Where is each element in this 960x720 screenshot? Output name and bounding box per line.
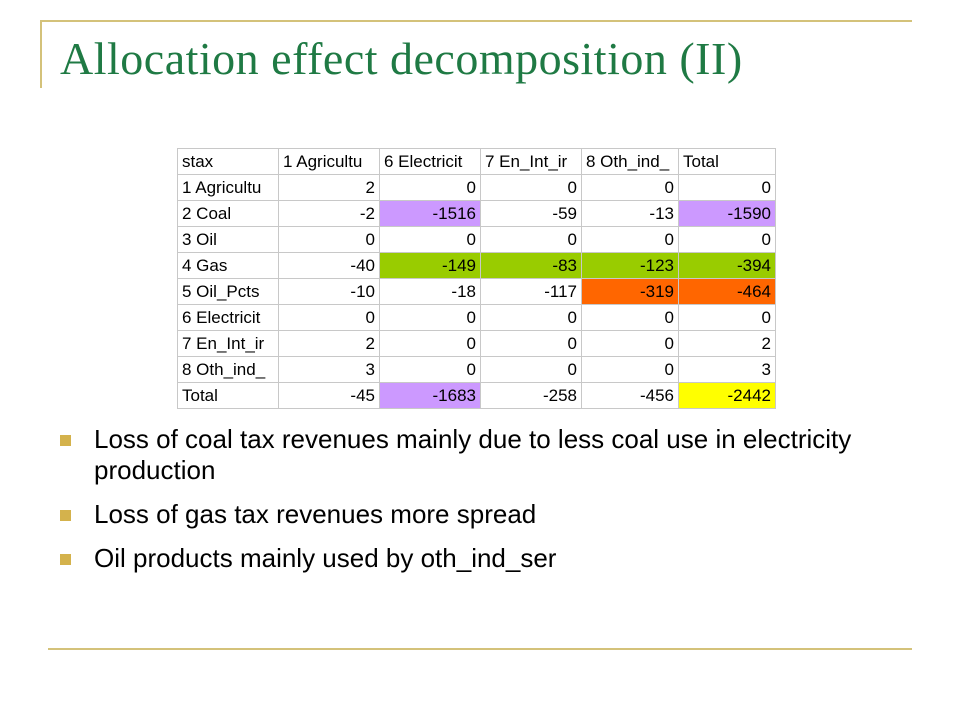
table-cell: -456 [581, 382, 679, 409]
table-cell: 0 [581, 330, 679, 357]
table-cell: 0 [480, 174, 582, 201]
bullet-text: Loss of gas tax revenues more spread [94, 499, 537, 529]
table-cell: 0 [379, 356, 481, 383]
table-row: 4 Gas -40 -149 -83 -123 -394 [177, 252, 776, 279]
table-cell: 0 [379, 330, 481, 357]
table-cell: 2 [678, 330, 776, 357]
bottom-rule [48, 648, 912, 650]
table-cell: 0 [480, 356, 582, 383]
row-label: 2 Coal [177, 200, 279, 227]
table-cell: -10 [278, 278, 380, 305]
bullet-item: Oil products mainly used by oth_ind_ser [60, 543, 880, 574]
table-cell-highlight: -83 [480, 252, 582, 279]
table-cell: 2 [278, 330, 380, 357]
table-cell: 0 [379, 304, 481, 331]
table-row: 2 Coal -2 -1516 -59 -13 -1590 [177, 200, 776, 227]
row-label: 6 Electricit [177, 304, 279, 331]
table-cell: -45 [278, 382, 380, 409]
left-rule [40, 20, 42, 88]
bullet-item: Loss of gas tax revenues more spread [60, 499, 880, 530]
header-cell: Total [678, 148, 776, 175]
row-label: 8 Oth_ind_ [177, 356, 279, 383]
table-cell: 0 [480, 226, 582, 253]
table-cell-highlight: -464 [678, 278, 776, 305]
table-cell: 0 [678, 174, 776, 201]
table-row: 8 Oth_ind_ 3 0 0 0 3 [177, 356, 776, 383]
table-cell: 0 [581, 304, 679, 331]
table-cell: -40 [278, 252, 380, 279]
slide-title: Allocation effect decomposition (II) [60, 33, 743, 84]
header-cell: 8 Oth_ind_ [581, 148, 679, 175]
table-row: 1 Agricultu 2 0 0 0 0 [177, 174, 776, 201]
table-cell-highlight: -2442 [678, 382, 776, 409]
table-cell-highlight: -123 [581, 252, 679, 279]
header-cell: 6 Electricit [379, 148, 481, 175]
header-cell: 1 Agricultu [278, 148, 380, 175]
table-cell: 0 [278, 226, 380, 253]
table-cell: -59 [480, 200, 582, 227]
table-cell: 0 [678, 226, 776, 253]
header-cell: 7 En_Int_ir [480, 148, 582, 175]
table-cell: 0 [581, 174, 679, 201]
bullet-list: Loss of coal tax revenues mainly due to … [60, 424, 880, 587]
row-label: 7 En_Int_ir [177, 330, 279, 357]
table-row: 6 Electricit 0 0 0 0 0 [177, 304, 776, 331]
header-cell: stax [177, 148, 279, 175]
table-cell: -117 [480, 278, 582, 305]
table-cell: 0 [480, 330, 582, 357]
table-total-row: Total -45 -1683 -258 -456 -2442 [177, 382, 776, 409]
table-cell: 3 [278, 356, 380, 383]
bullet-square-icon [60, 554, 71, 565]
bullet-item: Loss of coal tax revenues mainly due to … [60, 424, 880, 486]
row-label: 1 Agricultu [177, 174, 279, 201]
row-label: 4 Gas [177, 252, 279, 279]
row-label: 3 Oil [177, 226, 279, 253]
row-label: Total [177, 382, 279, 409]
row-label: 5 Oil_Pcts [177, 278, 279, 305]
table-cell: -258 [480, 382, 582, 409]
table-cell: -18 [379, 278, 481, 305]
table-cell: 0 [678, 304, 776, 331]
table-row: 3 Oil 0 0 0 0 0 [177, 226, 776, 253]
table-cell-highlight: -1516 [379, 200, 481, 227]
table-cell: 3 [678, 356, 776, 383]
table-cell: 0 [581, 226, 679, 253]
table-cell-highlight: -1590 [678, 200, 776, 227]
table-cell: 0 [379, 226, 481, 253]
table-cell: 0 [581, 356, 679, 383]
allocation-table: stax 1 Agricultu 6 Electricit 7 En_Int_i… [177, 148, 776, 409]
table-row: 7 En_Int_ir 2 0 0 0 2 [177, 330, 776, 357]
table-header-row: stax 1 Agricultu 6 Electricit 7 En_Int_i… [177, 148, 776, 175]
table-cell-highlight: -1683 [379, 382, 481, 409]
table-cell: -13 [581, 200, 679, 227]
table-cell: 0 [278, 304, 380, 331]
table-cell-highlight: -394 [678, 252, 776, 279]
table-cell: 0 [379, 174, 481, 201]
top-rule [40, 20, 912, 22]
table-cell: 0 [480, 304, 582, 331]
table-cell: 2 [278, 174, 380, 201]
bullet-text: Loss of coal tax revenues mainly due to … [94, 424, 852, 485]
bullet-square-icon [60, 510, 71, 521]
bullet-text: Oil products mainly used by oth_ind_ser [94, 543, 557, 573]
table-row: 5 Oil_Pcts -10 -18 -117 -319 -464 [177, 278, 776, 305]
bullet-square-icon [60, 435, 71, 446]
table-cell: -2 [278, 200, 380, 227]
table-cell-highlight: -149 [379, 252, 481, 279]
table-cell-highlight: -319 [581, 278, 679, 305]
